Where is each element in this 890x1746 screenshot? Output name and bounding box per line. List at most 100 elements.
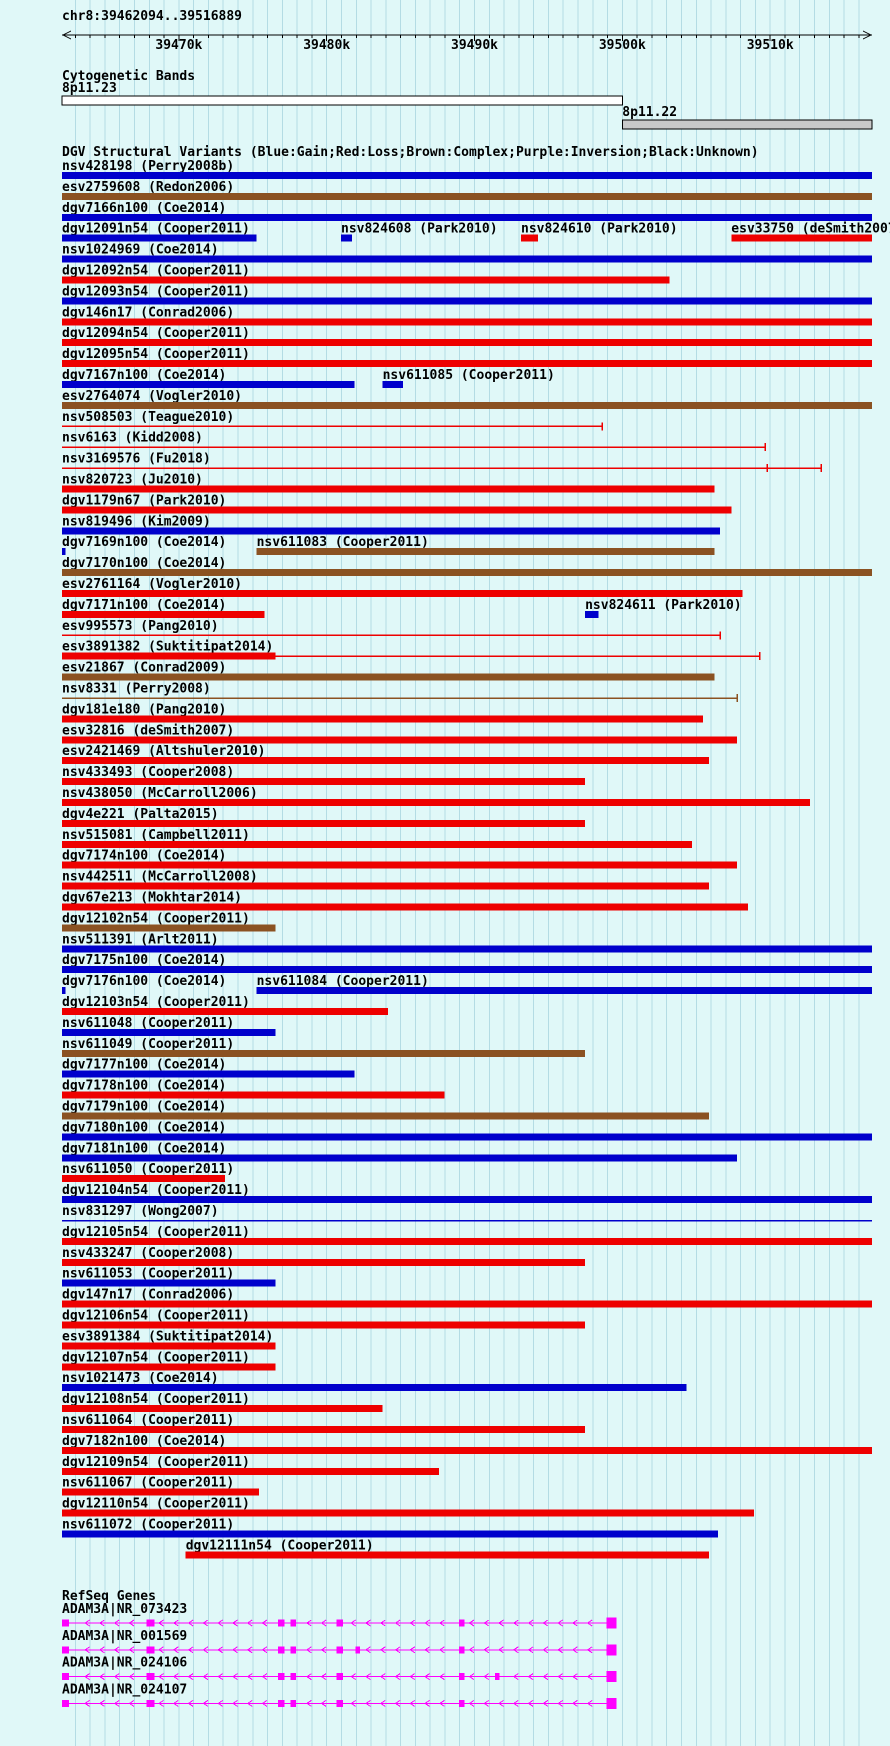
variant-bar[interactable]	[62, 339, 872, 347]
variant-bar[interactable]	[62, 590, 743, 597]
variant-bar[interactable]	[585, 610, 599, 618]
strand-arrow-icon	[98, 1619, 105, 1627]
variant-label: dgv7182n100 (Coe2014)	[62, 1434, 226, 1449]
variant-bar[interactable]	[62, 673, 715, 681]
variant-bar[interactable]	[62, 485, 715, 493]
variant-label: dgv12102n54 (Cooper2011)	[62, 911, 250, 926]
variant-bar[interactable]	[62, 1363, 276, 1371]
variant-bar[interactable]	[62, 1342, 276, 1350]
strand-arrow-icon	[305, 1699, 312, 1707]
gene-model[interactable]: ADAM3A|NR_024107	[62, 1682, 617, 1709]
gene-model[interactable]: ADAM3A|NR_024106	[62, 1656, 617, 1683]
variant-bar[interactable]	[62, 401, 872, 409]
variant-bar[interactable]	[62, 1237, 872, 1245]
variant-bar[interactable]	[62, 799, 811, 806]
variant-bar[interactable]	[341, 234, 353, 242]
variant-bar[interactable]	[62, 1300, 872, 1308]
gene-model[interactable]: ADAM3A|NR_073423	[62, 1602, 617, 1629]
cytoband-8p11.23[interactable]	[61, 95, 623, 106]
gene-model[interactable]: ADAM3A|NR_001569	[62, 1629, 617, 1656]
strand-arrow-icon	[158, 1619, 164, 1627]
variant-label: nsv8331 (Perry2008)	[62, 682, 211, 697]
variant-bar[interactable]	[62, 1133, 872, 1141]
variant-bar[interactable]	[731, 234, 872, 242]
gene-exon	[277, 1699, 285, 1707]
variant-bar[interactable]	[62, 276, 670, 284]
strand-arrow-icon	[438, 1673, 445, 1681]
variant-bar[interactable]	[185, 1551, 709, 1559]
cytoband-8p11.22[interactable]	[621, 119, 873, 130]
variant-bar[interactable]	[62, 1426, 586, 1433]
variant-bar[interactable]	[62, 778, 586, 786]
variant-label: nsv3169576 (Fu2018)	[62, 452, 211, 467]
variant-bar[interactable]	[62, 966, 872, 974]
variant-bar[interactable]	[62, 506, 732, 514]
variant-bar[interactable]	[62, 1530, 718, 1538]
variant-bar[interactable]	[62, 318, 872, 326]
strand-arrow-icon	[557, 1619, 563, 1627]
variant-bar[interactable]	[62, 903, 749, 911]
variant-bar[interactable]	[62, 1467, 439, 1475]
variant-bar[interactable]	[62, 172, 872, 179]
variant-bar[interactable]	[62, 1279, 276, 1287]
variant-bar[interactable]	[521, 234, 538, 242]
variant-bar[interactable]	[62, 987, 66, 995]
variant-bar[interactable]	[62, 1488, 259, 1496]
variant-bar[interactable]	[62, 757, 709, 765]
variant-bar[interactable]	[62, 297, 872, 305]
variant-bar[interactable]	[62, 1112, 709, 1120]
variant-bar[interactable]	[62, 840, 692, 848]
strand-arrow-icon	[187, 1673, 194, 1681]
variant-bar[interactable]	[62, 924, 276, 932]
strand-arrow-icon	[394, 1673, 401, 1681]
variant-bar[interactable]	[62, 715, 704, 723]
variant-bar[interactable]	[62, 1070, 355, 1078]
variant-bar[interactable]	[382, 381, 403, 388]
variant-bar[interactable]	[62, 882, 709, 890]
strand-arrow-icon	[217, 1646, 223, 1654]
variant-bar[interactable]	[62, 861, 737, 869]
cytoband-label: 8p11.23	[62, 81, 117, 96]
strand-arrow-icon	[246, 1646, 253, 1654]
variant-bar[interactable]	[62, 527, 721, 535]
gene-terminal-exon	[606, 1671, 617, 1683]
variant-bar[interactable]	[62, 1049, 586, 1057]
variant-bar[interactable]	[62, 255, 872, 263]
variant-bar[interactable]	[62, 360, 872, 368]
variant-bar[interactable]	[62, 1321, 586, 1329]
ruler-tick-label: 39470k	[155, 38, 202, 53]
variant-bar[interactable]	[62, 1175, 226, 1183]
strand-arrow-icon	[365, 1673, 371, 1681]
variant-bar[interactable]	[62, 652, 276, 660]
strand-arrow-icon	[246, 1673, 253, 1681]
variant-bar[interactable]	[62, 1384, 687, 1392]
variant-bar[interactable]	[62, 234, 257, 242]
variant-bar[interactable]	[62, 1509, 754, 1517]
variant-bar[interactable]	[62, 1028, 276, 1036]
variant-bar[interactable]	[62, 1154, 737, 1162]
variant-bar[interactable]	[62, 736, 737, 744]
variant-bar[interactable]	[256, 987, 873, 995]
ruler-tick-label: 39480k	[303, 38, 350, 53]
variant-bar[interactable]	[62, 192, 872, 200]
variant-bar[interactable]	[62, 1446, 872, 1454]
variant-bar[interactable]	[62, 1091, 445, 1099]
variant-bar[interactable]	[62, 213, 872, 221]
variant-label: dgv146n17 (Conrad2006)	[62, 305, 234, 320]
strand-arrow-icon	[365, 1646, 371, 1654]
variant-bar[interactable]	[62, 381, 355, 388]
variant-bar[interactable]	[62, 548, 66, 556]
variant-bar[interactable]	[256, 548, 715, 556]
variant-label: nsv611085 (Cooper2011)	[383, 368, 555, 383]
variant-bar[interactable]	[62, 1258, 586, 1266]
variant-bar[interactable]	[62, 1405, 383, 1413]
variant-bar[interactable]	[62, 1008, 389, 1015]
variant-bar[interactable]	[62, 819, 586, 827]
variant-bar[interactable]	[62, 569, 872, 577]
strand-arrow-icon	[202, 1619, 209, 1627]
variant-bar[interactable]	[62, 1196, 872, 1204]
variant-bar[interactable]	[62, 610, 265, 618]
variant-bar[interactable]	[62, 945, 872, 953]
strand-arrow-icon	[246, 1699, 253, 1707]
